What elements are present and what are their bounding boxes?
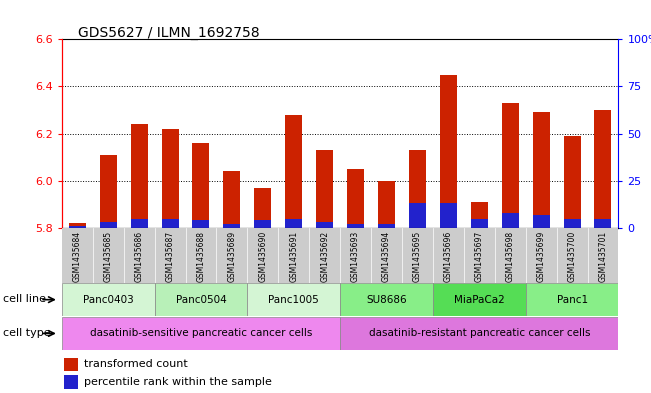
Bar (533, 112, 549, 228)
Bar (340, 317, 618, 350)
Text: GSM1435695: GSM1435695 (413, 231, 422, 282)
Text: GSM1435700: GSM1435700 (568, 231, 577, 282)
Bar (62, 317, 340, 350)
Bar (433, 283, 525, 316)
Bar (564, 136, 581, 228)
Text: Panc0403: Panc0403 (83, 295, 133, 305)
Text: dasatinib-sensitive pancreatic cancer cells: dasatinib-sensitive pancreatic cancer ce… (90, 329, 312, 338)
Text: GSM1435692: GSM1435692 (320, 231, 329, 282)
Bar (161, 129, 178, 228)
Bar (100, 155, 117, 228)
Text: Panc0504: Panc0504 (176, 295, 227, 305)
Bar (64, 358, 78, 371)
Bar (525, 283, 618, 316)
Text: MiaPaCa2: MiaPaCa2 (454, 295, 505, 305)
Text: GSM1435696: GSM1435696 (444, 231, 453, 282)
Bar (69, 226, 86, 228)
Bar (533, 215, 549, 228)
Text: GSM1435699: GSM1435699 (536, 231, 546, 282)
Text: Panc1: Panc1 (557, 295, 588, 305)
Bar (316, 222, 333, 228)
Text: cell type: cell type (3, 328, 51, 338)
Bar (316, 150, 333, 228)
Bar (193, 220, 210, 228)
Bar (378, 181, 395, 228)
Text: GSM1435689: GSM1435689 (227, 231, 236, 282)
Bar (161, 219, 178, 228)
Bar (594, 219, 611, 228)
Bar (223, 171, 240, 228)
Bar (594, 110, 611, 228)
Bar (471, 219, 488, 228)
Bar (409, 150, 426, 228)
Bar (502, 213, 519, 228)
Bar (347, 224, 364, 228)
Bar (378, 224, 395, 228)
Bar (131, 124, 148, 228)
Bar (285, 219, 302, 228)
Bar (347, 169, 364, 228)
Bar (440, 75, 457, 228)
Bar (340, 283, 433, 316)
Bar (255, 220, 271, 228)
Bar (193, 143, 210, 228)
Bar (409, 204, 426, 228)
Bar (440, 204, 457, 228)
Text: GSM1435691: GSM1435691 (289, 231, 298, 282)
Bar (471, 202, 488, 228)
Text: dasatinib-resistant pancreatic cancer cells: dasatinib-resistant pancreatic cancer ce… (368, 329, 590, 338)
Bar (255, 188, 271, 228)
Bar (131, 219, 148, 228)
Text: GSM1435687: GSM1435687 (165, 231, 174, 282)
Text: GSM1435690: GSM1435690 (258, 231, 268, 282)
Bar (69, 223, 86, 228)
Bar (223, 224, 240, 228)
Text: percentile rank within the sample: percentile rank within the sample (84, 377, 272, 387)
Text: GDS5627 / ILMN_1692758: GDS5627 / ILMN_1692758 (78, 26, 260, 40)
Text: GSM1435685: GSM1435685 (104, 231, 113, 282)
Text: GSM1435688: GSM1435688 (197, 231, 206, 282)
Bar (100, 222, 117, 228)
Text: GSM1435697: GSM1435697 (475, 231, 484, 282)
Bar (285, 115, 302, 228)
Text: GSM1435693: GSM1435693 (351, 231, 360, 282)
Bar (564, 219, 581, 228)
Bar (247, 283, 340, 316)
Text: GSM1435701: GSM1435701 (598, 231, 607, 282)
Bar (502, 103, 519, 228)
Text: cell line: cell line (3, 294, 46, 305)
Text: GSM1435684: GSM1435684 (73, 231, 82, 282)
Text: GSM1435698: GSM1435698 (506, 231, 515, 282)
Text: SU8686: SU8686 (367, 295, 407, 305)
Bar (62, 283, 154, 316)
Text: GSM1435694: GSM1435694 (382, 231, 391, 282)
Text: transformed count: transformed count (84, 359, 188, 369)
Bar (64, 375, 78, 389)
Text: GSM1435686: GSM1435686 (135, 231, 144, 282)
Bar (154, 283, 247, 316)
Text: Panc1005: Panc1005 (268, 295, 319, 305)
